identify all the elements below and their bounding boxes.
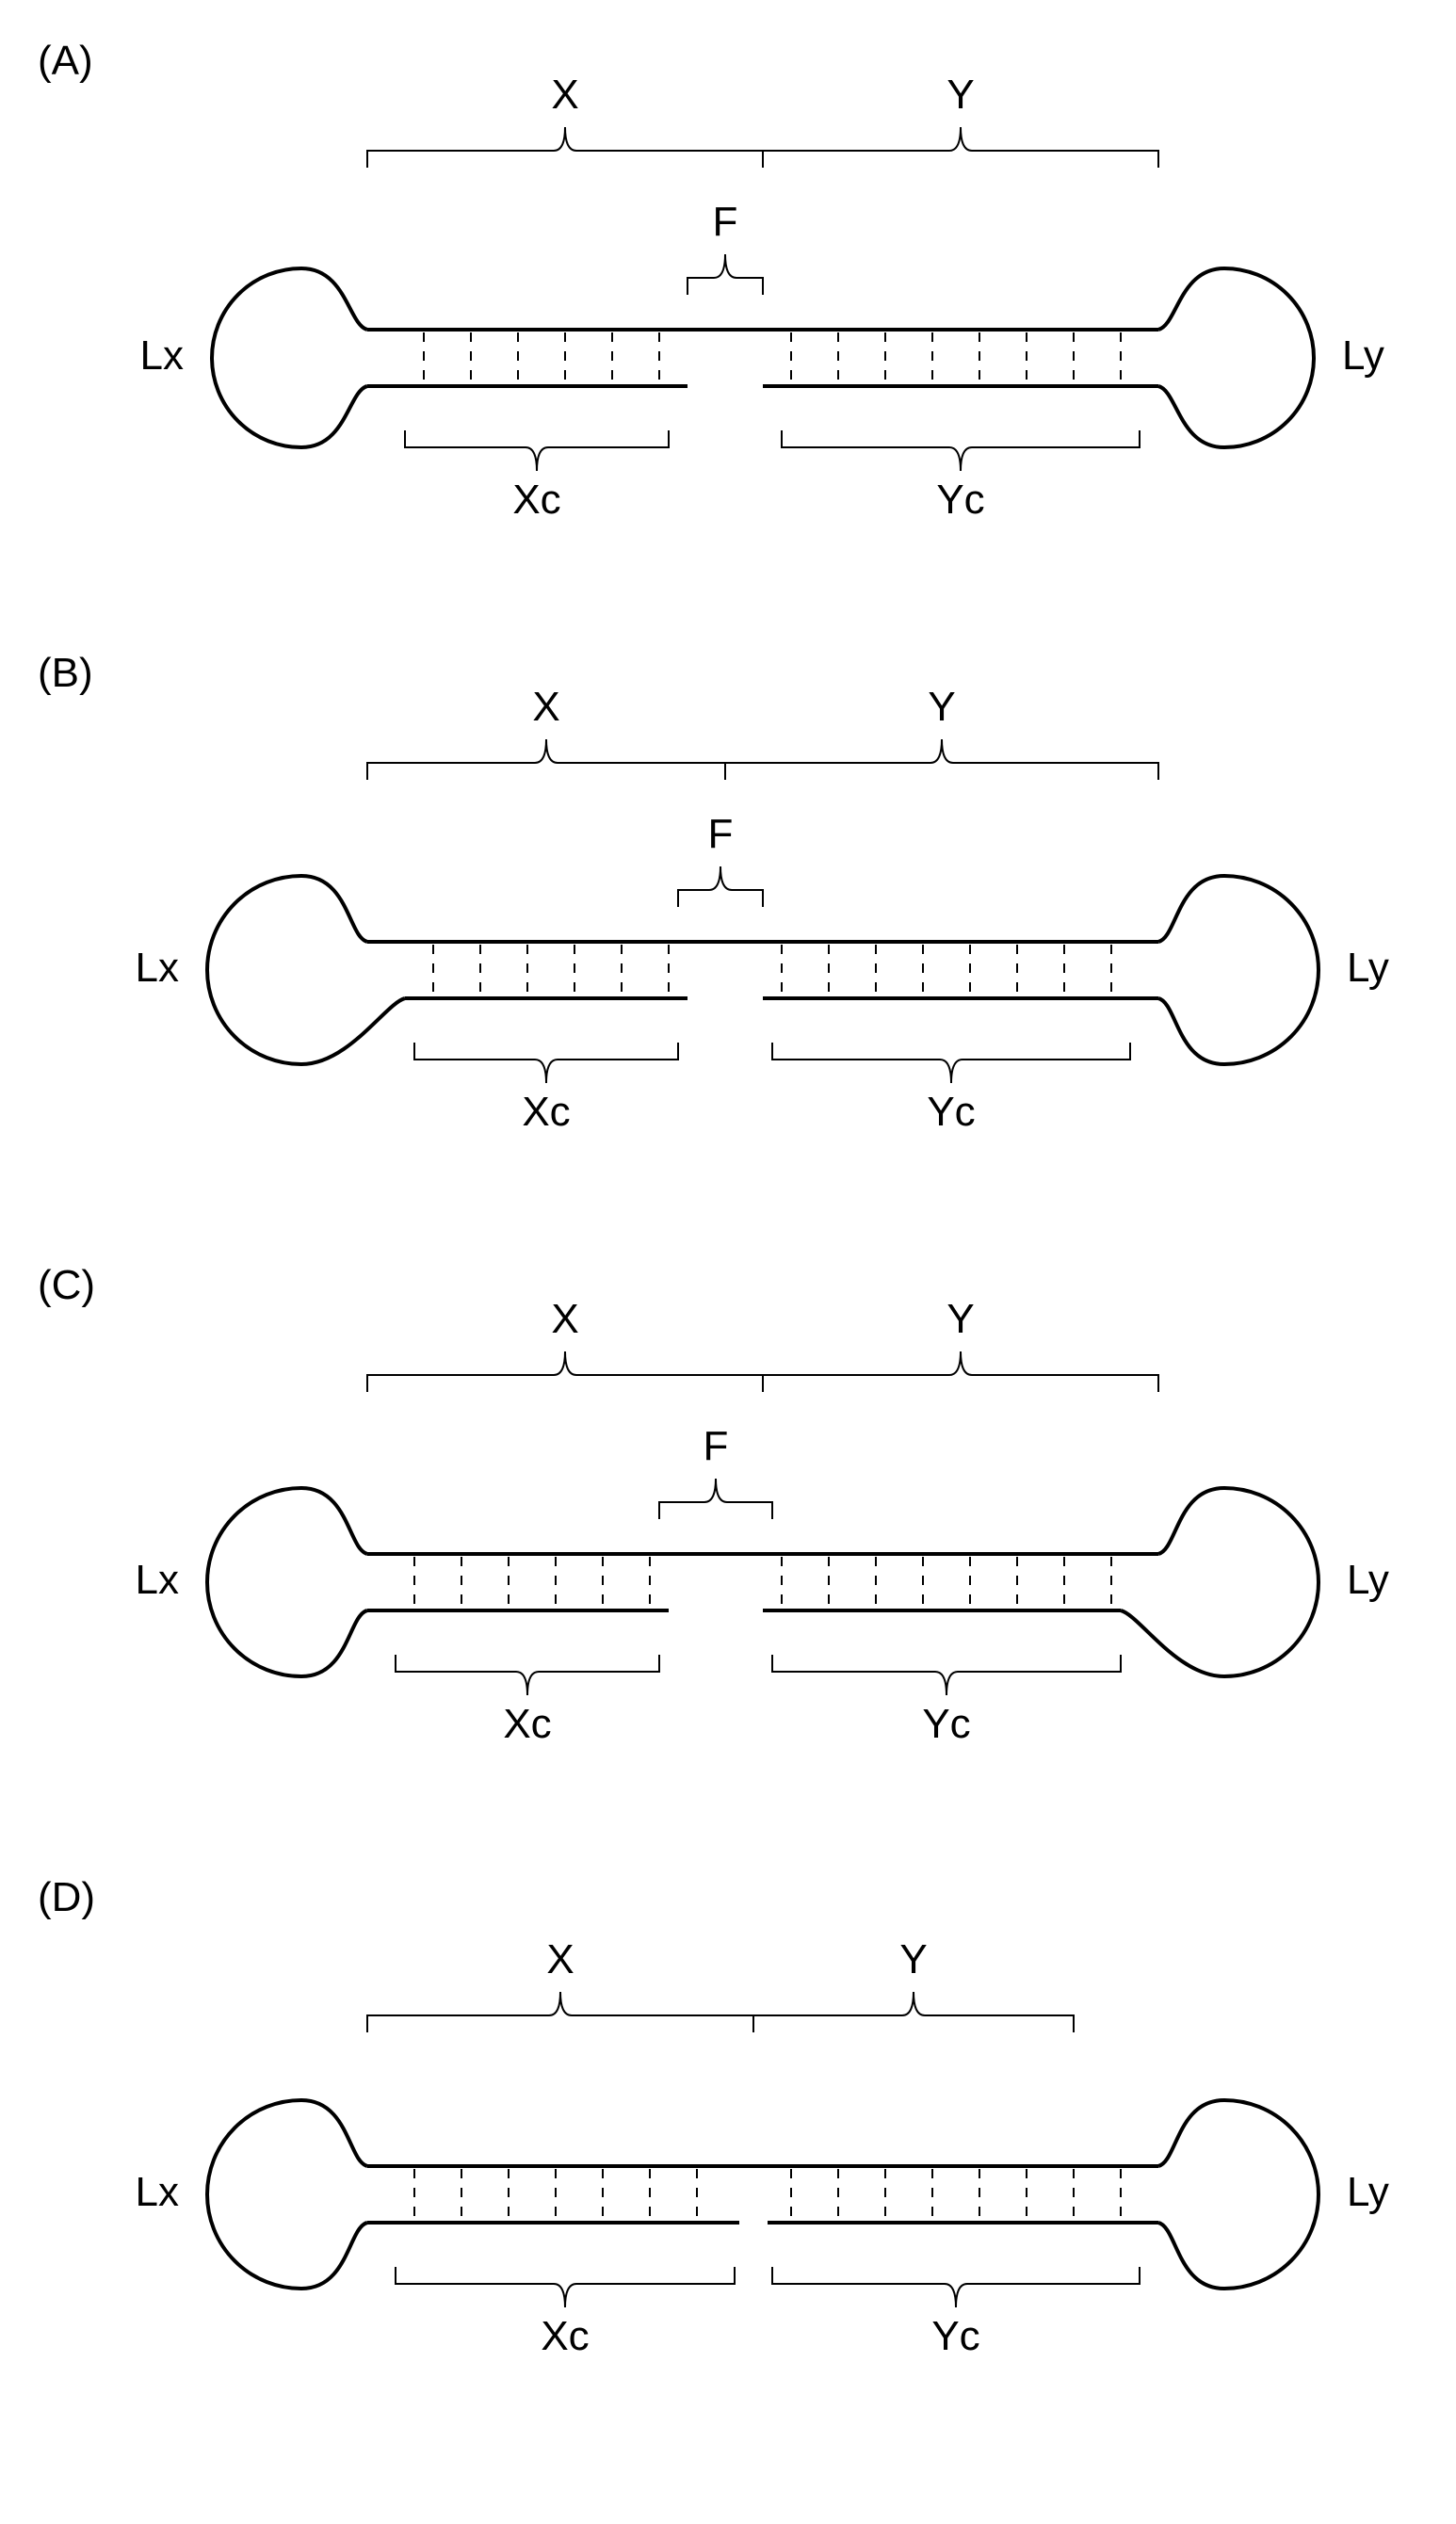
loop-lx bbox=[207, 2100, 367, 2289]
brace-x bbox=[367, 1992, 753, 2032]
label-ly: Ly bbox=[1347, 945, 1389, 991]
loop-ly bbox=[1158, 268, 1314, 447]
brace-x bbox=[367, 739, 725, 780]
loop-ly bbox=[1158, 2100, 1318, 2289]
diagram-c: X Y F Xc Yc Lx Ly bbox=[38, 1262, 1413, 1846]
brace-f bbox=[688, 254, 763, 295]
label-x: X bbox=[551, 72, 578, 118]
brace-xc bbox=[405, 430, 669, 471]
panel-b: (B)XYFXcYcLxLy bbox=[38, 650, 1413, 1234]
diagram-d: X Y Xc Yc Lx Ly bbox=[38, 1874, 1413, 2458]
label-yc: Yc bbox=[922, 1701, 970, 1747]
brace-y bbox=[763, 127, 1158, 168]
brace-xc bbox=[396, 2267, 735, 2307]
label-xc: Xc bbox=[503, 1701, 551, 1747]
label-y: Y bbox=[946, 1296, 974, 1342]
label-y: Y bbox=[946, 72, 974, 118]
label-y: Y bbox=[899, 1936, 927, 1982]
label-xc: Xc bbox=[512, 477, 560, 523]
brace-f bbox=[659, 1479, 772, 1519]
brace-xc bbox=[396, 1655, 659, 1695]
diagram-b: X Y F Xc Yc Lx Ly bbox=[38, 650, 1413, 1234]
brace-x bbox=[367, 1351, 763, 1392]
brace-yc bbox=[772, 1043, 1130, 1083]
loop-lx bbox=[207, 876, 405, 1064]
label-xc: Xc bbox=[541, 2313, 589, 2359]
diagram-a: X Y F Xc Yc Lx Ly bbox=[38, 38, 1413, 622]
label-x: X bbox=[546, 1936, 574, 1982]
panel-a: (A)XYFXcYcLxLy bbox=[38, 38, 1413, 622]
label-f: F bbox=[708, 811, 734, 857]
brace-f bbox=[678, 866, 763, 907]
label-xc: Xc bbox=[522, 1089, 570, 1135]
brace-xc bbox=[414, 1043, 678, 1083]
label-ly: Ly bbox=[1347, 2169, 1389, 2215]
brace-yc bbox=[772, 2267, 1140, 2307]
loop-ly bbox=[1121, 1488, 1318, 1676]
label-x: X bbox=[532, 684, 559, 730]
brace-x bbox=[367, 127, 763, 168]
brace-yc bbox=[782, 430, 1140, 471]
panel-c: (C)XYFXcYcLxLy bbox=[38, 1262, 1413, 1846]
label-y: Y bbox=[928, 684, 955, 730]
label-lx: Lx bbox=[140, 332, 184, 379]
label-yc: Yc bbox=[931, 2313, 979, 2359]
loop-lx bbox=[212, 268, 367, 447]
label-ly: Ly bbox=[1342, 332, 1384, 379]
loop-lx bbox=[207, 1488, 367, 1676]
brace-y bbox=[753, 1992, 1074, 2032]
loop-ly bbox=[1158, 876, 1318, 1064]
label-ly: Ly bbox=[1347, 1557, 1389, 1603]
label-lx: Lx bbox=[136, 1557, 179, 1603]
brace-y bbox=[725, 739, 1158, 780]
label-lx: Lx bbox=[136, 2169, 179, 2215]
label-yc: Yc bbox=[936, 477, 984, 523]
label-f: F bbox=[704, 1423, 729, 1469]
brace-y bbox=[763, 1351, 1158, 1392]
label-lx: Lx bbox=[136, 945, 179, 991]
label-x: X bbox=[551, 1296, 578, 1342]
label-yc: Yc bbox=[927, 1089, 975, 1135]
label-f: F bbox=[713, 199, 738, 245]
panel-d: (D)XYXcYcLxLy bbox=[38, 1874, 1413, 2458]
brace-yc bbox=[772, 1655, 1121, 1695]
